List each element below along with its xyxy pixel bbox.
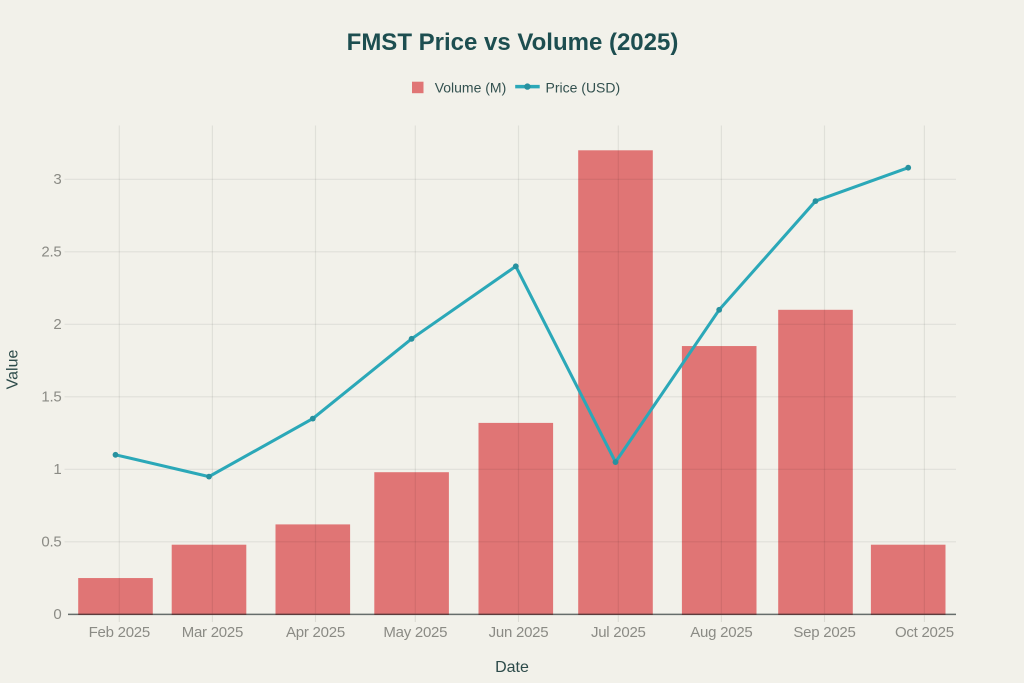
svg-text:0: 0 <box>53 606 61 623</box>
svg-text:Sep 2025: Sep 2025 <box>793 624 855 641</box>
svg-text:3: 3 <box>53 171 61 188</box>
svg-text:Aug 2025: Aug 2025 <box>690 624 752 641</box>
svg-text:Price (USD): Price (USD) <box>546 79 621 95</box>
svg-text:Jul 2025: Jul 2025 <box>591 624 646 641</box>
svg-text:Date: Date <box>495 659 529 676</box>
svg-text:2.5: 2.5 <box>41 244 61 261</box>
svg-text:2: 2 <box>53 316 61 333</box>
svg-text:Apr 2025: Apr 2025 <box>286 624 345 641</box>
svg-text:May 2025: May 2025 <box>383 624 447 641</box>
svg-text:0.5: 0.5 <box>41 534 61 551</box>
svg-text:Jun 2025: Jun 2025 <box>489 624 549 641</box>
svg-text:1: 1 <box>53 461 61 478</box>
svg-text:Volume (M): Volume (M) <box>435 79 507 95</box>
svg-text:Oct 2025: Oct 2025 <box>895 624 954 641</box>
svg-text:1.5: 1.5 <box>41 389 61 406</box>
svg-text:Mar 2025: Mar 2025 <box>182 624 243 641</box>
svg-text:Value: Value <box>5 350 22 390</box>
svg-text:Feb 2025: Feb 2025 <box>89 624 150 641</box>
svg-text:FMST Price vs Volume (2025): FMST Price vs Volume (2025) <box>347 29 679 56</box>
